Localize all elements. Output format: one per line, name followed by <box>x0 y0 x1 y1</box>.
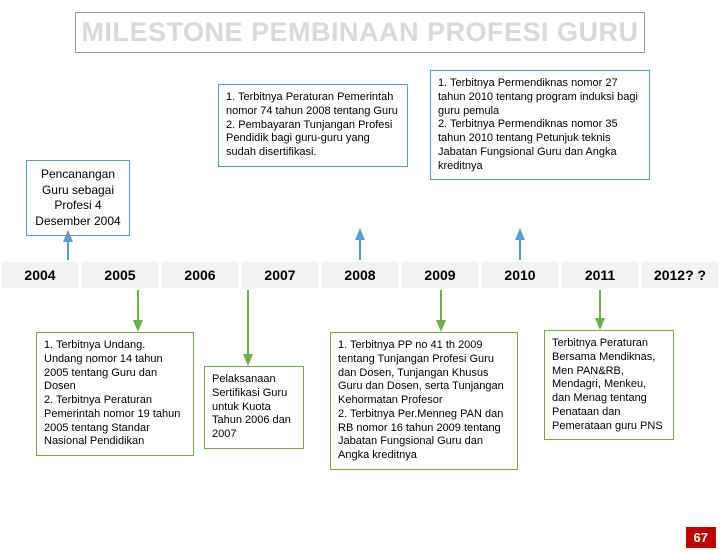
year-2011: 2011 <box>560 260 640 290</box>
arrow-down-icon <box>243 354 253 366</box>
year-2004: 2004 <box>0 260 80 290</box>
connector <box>137 290 139 322</box>
bottom-box-2009: 1. Terbitnya PP no 41 th 2009 tentang Tu… <box>330 332 518 470</box>
title-box: MILESTONE PEMBINAAN PROFESI GURU <box>75 12 645 53</box>
arrow-up-icon <box>355 228 365 240</box>
connector <box>359 238 361 260</box>
top-box-2010: 1. Terbitnya Permendiknas nomor 27 tahun… <box>430 70 650 180</box>
bottom-box-2011: Terbitnya Peraturan Bersama Mendiknas, M… <box>544 330 674 440</box>
top-box-2004: Pencanangan Guru sebagai Profesi 4 Desem… <box>26 160 130 236</box>
top-box-2008: 1. Terbitnya Peraturan Pemerintah nomor … <box>218 84 408 167</box>
arrow-down-icon <box>595 318 605 330</box>
arrow-down-icon <box>133 320 143 332</box>
year-2010: 2010 <box>480 260 560 290</box>
connector <box>519 238 521 260</box>
connector <box>247 290 249 356</box>
bottom-box-2007: Pelaksanaan Sertifikasi Guru untuk Kuota… <box>204 366 304 449</box>
bottom-box-2005: 1. Terbitnya Undang. Undang nomor 14 tah… <box>36 332 194 456</box>
year-2006: 2006 <box>160 260 240 290</box>
page-title: MILESTONE PEMBINAAN PROFESI GURU <box>81 17 638 47</box>
connector <box>440 290 442 322</box>
timeline: 2004 2005 2006 2007 2008 2009 2010 2011 … <box>0 260 720 290</box>
year-2009: 2009 <box>400 260 480 290</box>
year-2007: 2007 <box>240 260 320 290</box>
arrow-down-icon <box>436 320 446 332</box>
connector <box>599 290 601 320</box>
year-2012: 2012? ? <box>640 260 720 290</box>
page-number: 67 <box>686 527 716 548</box>
arrow-up-icon <box>515 228 525 240</box>
connector <box>67 240 69 260</box>
year-2008: 2008 <box>320 260 400 290</box>
year-2005: 2005 <box>80 260 160 290</box>
arrow-up-icon <box>63 230 73 242</box>
